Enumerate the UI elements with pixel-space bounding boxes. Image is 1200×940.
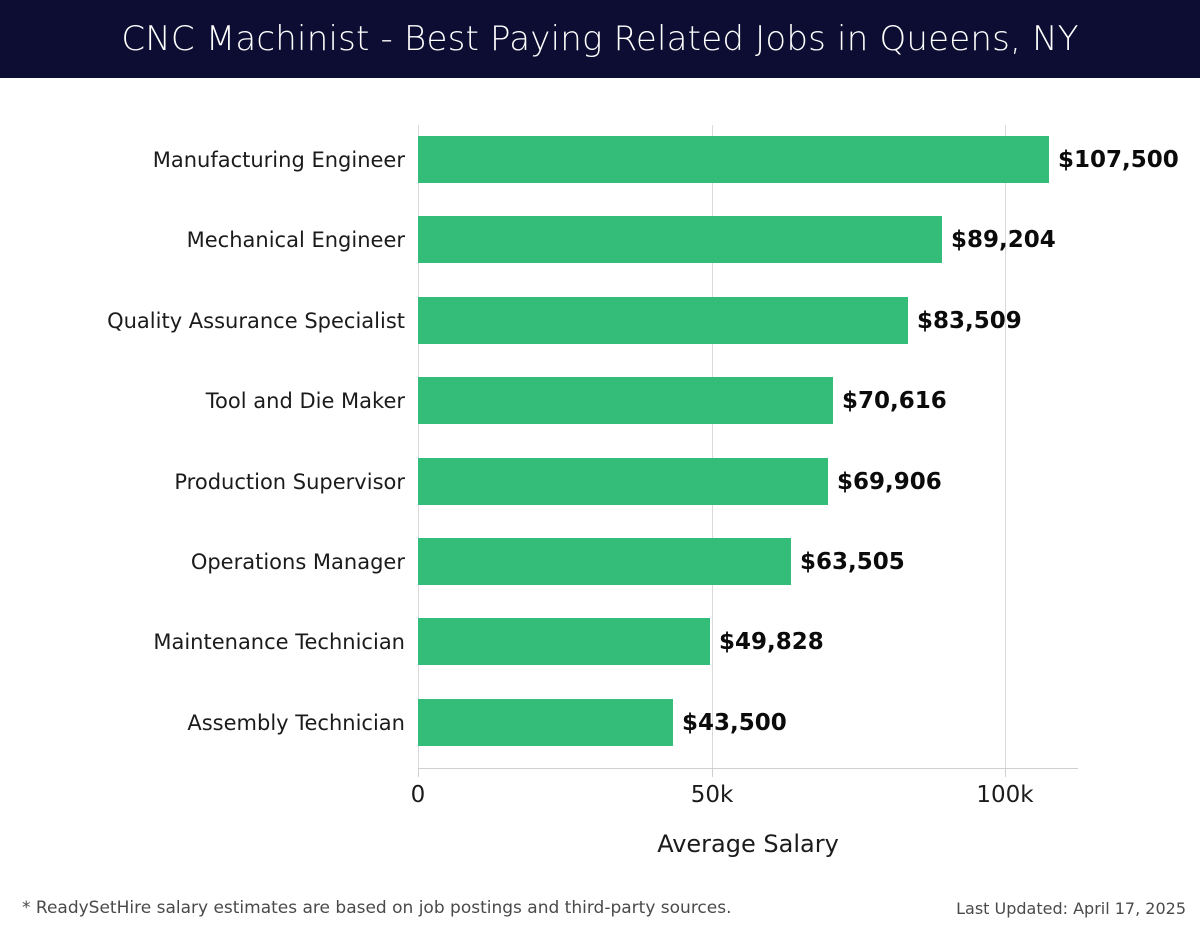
category-label: Maintenance Technician [153, 629, 405, 654]
category-label: Tool and Die Maker [205, 388, 405, 413]
x-tick-label: 100k [976, 782, 1034, 808]
page-title: CNC Machinist - Best Paying Related Jobs… [121, 19, 1079, 59]
bar-value-label: $107,500 [1058, 146, 1179, 173]
bar-value-label: $49,828 [719, 628, 824, 655]
bar[interactable] [418, 618, 710, 665]
x-axis-tick [418, 768, 419, 777]
bar[interactable] [418, 377, 833, 424]
category-label: Production Supervisor [174, 469, 405, 494]
category-label: Manufacturing Engineer [152, 147, 405, 172]
bar-value-label: $63,505 [800, 548, 905, 575]
footnote-text: * ReadySetHire salary estimates are base… [22, 898, 732, 918]
bar-value-label: $83,509 [917, 307, 1022, 334]
bar-row[interactable]: Tool and Die Maker $70,616 [0, 377, 1200, 424]
bar[interactable] [418, 538, 791, 585]
last-updated-text: Last Updated: April 17, 2025 [956, 899, 1186, 918]
bar[interactable] [418, 216, 942, 263]
x-axis-tick [712, 768, 713, 777]
bar-value-label: $43,500 [682, 709, 787, 736]
x-tick-label: 0 [410, 782, 426, 808]
bar-value-label: $89,204 [951, 226, 1056, 253]
bar-row[interactable]: Assembly Technician $43,500 [0, 699, 1200, 746]
category-label: Quality Assurance Specialist [107, 308, 405, 333]
category-label: Operations Manager [190, 549, 405, 574]
bar-row[interactable]: Operations Manager $63,505 [0, 538, 1200, 585]
bar-row[interactable]: Quality Assurance Specialist $83,509 [0, 297, 1200, 344]
bar[interactable] [418, 297, 908, 344]
title-band [0, 0, 1200, 78]
category-label: Mechanical Engineer [186, 227, 405, 252]
bar[interactable] [418, 458, 828, 505]
category-label: Assembly Technician [187, 710, 405, 735]
x-axis-title: Average Salary [657, 830, 839, 858]
bar-row[interactable]: Manufacturing Engineer $107,500 [0, 136, 1200, 183]
bar-row[interactable]: Maintenance Technician $49,828 [0, 618, 1200, 665]
x-gridline [418, 125, 419, 768]
x-gridline [1005, 125, 1006, 768]
bar[interactable] [418, 699, 673, 746]
x-gridline [712, 125, 713, 768]
x-axis-line [418, 768, 1078, 769]
bar-value-label: $70,616 [842, 387, 947, 414]
bar-value-label: $69,906 [837, 468, 942, 495]
x-axis-tick [1005, 768, 1006, 777]
bar-row[interactable]: Production Supervisor $69,906 [0, 458, 1200, 505]
bar-row[interactable]: Mechanical Engineer $89,204 [0, 216, 1200, 263]
bar[interactable] [418, 136, 1049, 183]
x-tick-label: 50k [690, 782, 734, 808]
